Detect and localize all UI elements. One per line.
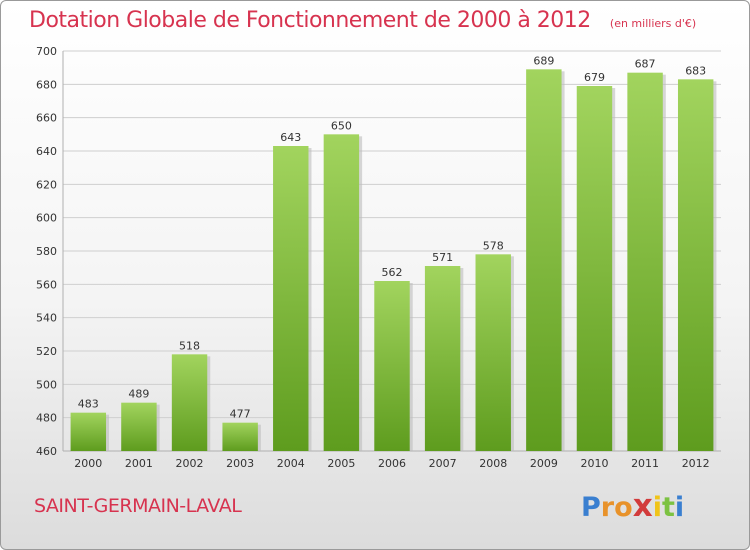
bar-value-label: 650 bbox=[331, 119, 352, 132]
y-tick-label: 680 bbox=[36, 78, 57, 91]
logo-letter: r bbox=[600, 492, 615, 523]
proxiti-logo: Proxiti bbox=[581, 488, 684, 524]
bars: 483 489 518 477 643 650 562 571 578 689 679 687 683 bbox=[70, 54, 717, 452]
x-tick-label: 2011 bbox=[631, 457, 659, 470]
logo-letter: x bbox=[632, 488, 653, 524]
y-tick-label: 460 bbox=[36, 445, 57, 458]
bar-2012 bbox=[677, 79, 714, 451]
x-tick-label: 2000 bbox=[74, 457, 102, 470]
bar-2010 bbox=[576, 86, 613, 451]
bar-2006 bbox=[374, 281, 410, 451]
bar-2011 bbox=[627, 72, 663, 452]
bar-2001 bbox=[121, 402, 157, 451]
y-axis-labels: 460 480 500 520 540 560 580 600 620 640 660 680 700 bbox=[36, 45, 57, 458]
chart-unit-text: (en milliers d'€) bbox=[609, 17, 697, 30]
chart-title-text: Dotation Globale de Fonctionnement de 20… bbox=[29, 8, 591, 33]
x-tick-label: 2008 bbox=[479, 457, 507, 470]
bar-2005 bbox=[323, 134, 360, 452]
y-tick-label: 540 bbox=[36, 312, 57, 325]
x-axis-labels: 2000 2001 2002 2003 2004 2005 2006 2007 2008 2009… bbox=[74, 457, 709, 470]
y-tick-label: 500 bbox=[36, 378, 57, 391]
logo-letter: t bbox=[661, 492, 675, 523]
bar-2000 bbox=[70, 412, 107, 451]
bar-value-label: 683 bbox=[685, 64, 706, 77]
y-tick-label: 560 bbox=[36, 278, 57, 291]
y-tick-label: 600 bbox=[36, 212, 57, 225]
logo-letter: i bbox=[652, 492, 662, 523]
y-tick-label: 580 bbox=[36, 245, 57, 258]
bar-2002 bbox=[171, 354, 208, 451]
x-tick-label: 2009 bbox=[530, 457, 558, 470]
bar-value-label: 477 bbox=[230, 408, 251, 421]
bar-value-label: 687 bbox=[635, 58, 656, 71]
x-tick-label: 2006 bbox=[378, 457, 406, 470]
y-tick-label: 640 bbox=[36, 145, 57, 158]
bar-value-label: 679 bbox=[584, 71, 605, 84]
y-tick-label: 480 bbox=[36, 412, 57, 425]
logo-letter: i bbox=[674, 492, 685, 523]
bar-value-label: 562 bbox=[382, 266, 403, 279]
bar-value-label: 483 bbox=[78, 398, 99, 411]
y-tick-label: 700 bbox=[36, 45, 57, 58]
x-tick-label: 2002 bbox=[176, 457, 204, 470]
x-tick-label: 2003 bbox=[226, 457, 254, 470]
bar-2008 bbox=[475, 254, 511, 451]
bar-value-label: 643 bbox=[280, 131, 301, 144]
x-tick-label: 2001 bbox=[125, 457, 153, 470]
bar-value-label: 518 bbox=[179, 339, 200, 352]
city-name: SAINT-GERMAIN-LAVAL bbox=[34, 495, 242, 517]
x-tick-label: 2007 bbox=[429, 457, 457, 470]
bar-value-label: 489 bbox=[128, 388, 149, 401]
bar-value-label: 578 bbox=[483, 239, 504, 252]
x-tick-label: 2004 bbox=[277, 457, 305, 470]
bar-value-label: 571 bbox=[432, 251, 453, 264]
bar-value-label: 689 bbox=[533, 54, 554, 67]
x-tick-label: 2005 bbox=[327, 457, 355, 470]
logo-letter: o bbox=[614, 492, 633, 523]
y-tick-label: 620 bbox=[36, 178, 57, 191]
bar-2003 bbox=[222, 422, 258, 451]
bar-2004 bbox=[273, 146, 309, 451]
chart-title: Dotation Globale de Fonctionnement de 20… bbox=[29, 8, 696, 33]
y-tick-label: 520 bbox=[36, 345, 57, 358]
bar-2007 bbox=[424, 266, 461, 451]
bar-2009 bbox=[526, 69, 562, 451]
y-tick-label: 660 bbox=[36, 112, 57, 125]
logo-letter: P bbox=[581, 492, 601, 523]
x-tick-label: 2012 bbox=[682, 457, 710, 470]
x-tick-label: 2010 bbox=[580, 457, 608, 470]
